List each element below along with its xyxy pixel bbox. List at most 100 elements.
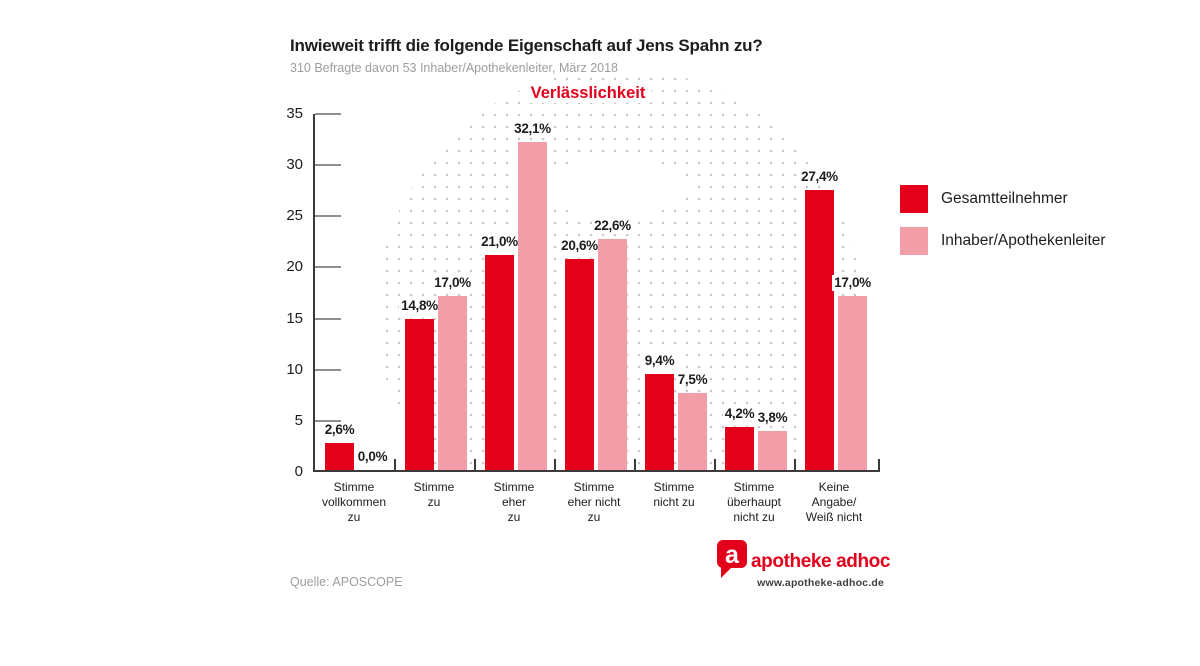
x-axis-category-line: nicht zu — [733, 510, 775, 524]
y-axis-label-25: 25 — [286, 207, 303, 225]
bar-value-text: 27,4% — [799, 169, 840, 185]
y-axis-tick-5 — [315, 419, 341, 422]
bar-value-label-inhaber-3: 22,6% — [578, 218, 648, 234]
brand-name: apotheke adhoc — [751, 551, 891, 572]
page-title: Inwieweit trifft die folgende Eigenschaf… — [290, 36, 763, 55]
bar-value-label-gesamtteilnehmer-4: 9,4% — [625, 353, 695, 369]
bar-gesamtteilnehmer-6 — [805, 190, 834, 470]
bar-inhaber-6 — [838, 296, 867, 470]
legend-label-inhaber: Inhaber/Apothekenleiter — [941, 232, 1106, 249]
x-axis-category-line: Stimme — [653, 480, 695, 494]
bar-gesamtteilnehmer-5 — [725, 427, 754, 470]
bar-gesamtteilnehmer-4 — [645, 374, 674, 470]
bar-value-text: 14,8% — [399, 298, 440, 314]
x-axis-category-line: zu — [507, 510, 521, 524]
bar-value-text: 32,1% — [512, 121, 553, 137]
x-axis-category-label-3: Stimme eher nicht zu — [549, 480, 639, 525]
x-axis-group-tick-6 — [794, 459, 796, 470]
x-axis-category-line: Weiß nicht — [805, 510, 863, 524]
x-axis-category-line: Stimme — [333, 480, 375, 494]
legend-swatch-gesamtteilnehmer — [900, 185, 928, 213]
bar-value-label-gesamtteilnehmer-1: 14,8% — [385, 298, 455, 314]
x-axis-group-tick-1 — [394, 459, 396, 470]
brand-url: www.apotheke-adhoc.de — [757, 577, 884, 589]
y-axis-tick-10 — [315, 368, 341, 371]
attribute-label: Verlässlichkeit — [524, 84, 652, 103]
x-axis-group-tick-2 — [474, 459, 476, 470]
x-axis-category-line: überhaupt — [726, 495, 782, 509]
x-axis-category-line: Stimme — [413, 480, 455, 494]
bar-value-text: 17,0% — [832, 275, 873, 291]
x-axis-category-line: eher nicht — [567, 495, 621, 509]
x-axis-category-line: Stimme — [493, 480, 535, 494]
x-axis-category-line: nicht zu — [653, 495, 695, 509]
bar-value-text: 4,2% — [722, 406, 757, 422]
y-axis-tick-35 — [315, 113, 341, 115]
bar-inhaber-4 — [678, 393, 707, 470]
bar-gesamtteilnehmer-0 — [325, 443, 354, 470]
bar-value-label-gesamtteilnehmer-5: 4,2% — [705, 406, 775, 422]
bar-value-text: 20,6% — [559, 238, 600, 254]
bar-value-text: 22,6% — [592, 218, 633, 234]
bar-value-text: 0,0% — [355, 449, 390, 465]
source-note: Quelle: APOSCOPE — [290, 575, 403, 589]
bar-value-label-gesamtteilnehmer-3: 20,6% — [545, 238, 615, 254]
bar-value-label-gesamtteilnehmer-2: 21,0% — [465, 234, 535, 250]
y-axis-label-5: 5 — [294, 411, 303, 429]
plot-area: 2,6% 14,8% 21,0% 20,6% 9,4% 4,2% 27,4% 0,0% 17,0… — [313, 113, 880, 472]
x-axis-group-tick-4 — [634, 459, 636, 470]
bar-value-label-gesamtteilnehmer-0: 2,6% — [305, 422, 375, 438]
bar-value-text: 7,5% — [675, 372, 710, 388]
y-axis-tick-30 — [315, 164, 341, 167]
bar-value-label-inhaber-0: 0,0% — [338, 449, 408, 465]
bar-value-text: 17,0% — [432, 275, 473, 291]
x-axis-category-label-1: Stimme zu — [389, 480, 479, 510]
bar-gesamtteilnehmer-3 — [565, 259, 594, 470]
bar-value-label-inhaber-2: 32,1% — [498, 121, 568, 137]
y-axis-label-0: 0 — [294, 463, 303, 480]
x-axis-category-line: Angabe/ — [811, 495, 857, 509]
x-axis-group-tick-3 — [554, 459, 556, 470]
legend-label-gesamtteilnehmer: Gesamtteilnehmer — [941, 190, 1068, 207]
y-axis-tick-25 — [315, 215, 341, 218]
bar-value-text: 3,8% — [755, 410, 790, 426]
y-axis-label-10: 10 — [286, 360, 303, 378]
x-axis-category-label-5: Stimme überhaupt nicht zu — [709, 480, 799, 525]
x-axis-category-line: zu — [587, 510, 601, 524]
y-axis-tick-15 — [315, 317, 341, 320]
x-axis-category-line: zu — [347, 510, 361, 524]
bar-value-text: 21,0% — [479, 234, 520, 250]
silhouette-cutout — [538, 158, 688, 216]
x-axis-category-line: Stimme — [573, 480, 615, 494]
attribute-label-wrap: Verlässlichkeit — [468, 84, 708, 103]
bar-inhaber-2 — [518, 142, 547, 470]
y-axis-label-35: 35 — [286, 105, 303, 122]
y-axis-label-15: 15 — [286, 309, 303, 327]
x-axis-category-line: eher — [501, 495, 527, 509]
bar-value-label-inhaber-6: 17,0% — [818, 275, 888, 291]
bar-value-label-inhaber-5: 3,8% — [738, 410, 808, 426]
bar-inhaber-1 — [438, 296, 467, 470]
x-axis-category-line: Keine — [818, 480, 850, 494]
x-axis-end-tick — [878, 459, 880, 470]
bar-value-text: 9,4% — [642, 353, 677, 369]
bar-inhaber-3 — [598, 239, 627, 470]
y-axis-label-30: 30 — [286, 156, 303, 174]
x-axis-category-label-4: Stimme nicht zu — [629, 480, 719, 510]
bar-gesamtteilnehmer-2 — [485, 255, 514, 470]
y-axis-tick-20 — [315, 266, 341, 269]
x-axis-category-label-2: Stimme eher zu — [469, 480, 559, 525]
x-axis-category-line: Stimme — [733, 480, 775, 494]
logo-letter: a — [725, 541, 740, 569]
bar-value-text: 2,6% — [322, 422, 357, 438]
bar-inhaber-5 — [758, 431, 787, 470]
x-axis-group-tick-5 — [714, 459, 716, 470]
legend-swatch-inhaber — [900, 227, 928, 255]
bar-value-label-gesamtteilnehmer-6: 27,4% — [785, 169, 855, 185]
page-subtitle: 310 Befragte davon 53 Inhaber/Apothekenl… — [290, 61, 619, 75]
x-axis-category-label-0: Stimme vollkommen zu — [309, 480, 399, 525]
y-axis-label-20: 20 — [286, 258, 303, 276]
x-axis-category-line: zu — [427, 495, 441, 509]
brand-logo-bubble-icon: a — [716, 539, 748, 584]
